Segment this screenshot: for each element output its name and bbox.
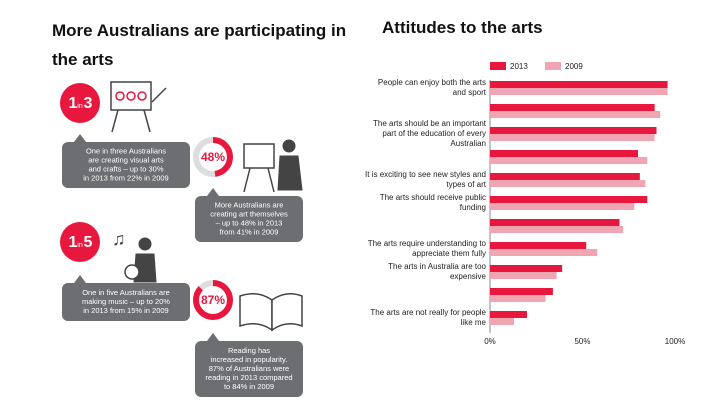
- bubble-text: One in three Australians: [86, 146, 166, 155]
- bar: [490, 311, 527, 318]
- donut-arc: [193, 137, 233, 177]
- stat-number: 1: [69, 234, 78, 251]
- bubble-text: increased in popularity.: [211, 355, 288, 364]
- stat-circle: [60, 83, 100, 123]
- text-bubble: [62, 283, 190, 321]
- bar: [490, 295, 546, 302]
- bubble-text: in 2013 from 15% in 2009: [83, 306, 168, 315]
- category-label: The arts should be an important part of …: [373, 119, 486, 148]
- stat-number: 1: [69, 95, 78, 112]
- legend-label: 2009: [565, 62, 583, 71]
- stat-circle: [60, 222, 100, 262]
- category-label: People can enjoy both the arts and sport: [377, 78, 486, 97]
- x-tick-label: 0%: [484, 337, 496, 346]
- chart-title: Attitudes to the arts: [382, 18, 543, 37]
- bar: [490, 173, 640, 180]
- bubble-text: making music – up to 20%: [82, 297, 170, 306]
- bar: [490, 150, 638, 157]
- stat-word: in: [77, 103, 83, 110]
- bar: [490, 196, 648, 203]
- donut-label: 48%: [201, 150, 225, 164]
- bubble-text: More Australians are: [215, 200, 284, 209]
- painter-icon: [243, 139, 303, 193]
- bar: [490, 265, 563, 272]
- category-label: The arts are not really for people like …: [370, 308, 486, 327]
- category-label: The arts require understanding to apprec…: [367, 239, 486, 258]
- bubble-text: in 2013 from 22% in 2009: [83, 173, 168, 182]
- bar: [490, 226, 624, 233]
- legend-label: 2013: [510, 62, 528, 71]
- bubble-text: from 41% in 2009: [220, 227, 279, 236]
- easel-icon: [110, 81, 167, 133]
- bubble-text: are creating visual arts: [88, 155, 164, 164]
- x-tick-label: 50%: [574, 337, 590, 346]
- bar: [490, 242, 587, 249]
- bar: [490, 180, 646, 187]
- bubble-text: to 84% in 2009: [224, 382, 274, 391]
- bubble-tail: [207, 188, 219, 196]
- bar: [490, 318, 515, 325]
- bar: [490, 219, 620, 226]
- bubble-text: – up to 48% in 2013: [216, 218, 283, 227]
- bubble-tail: [207, 333, 219, 341]
- bubble-text: reading in 2013 compared: [205, 373, 292, 382]
- bubble-text: creating art themselves: [210, 209, 288, 218]
- bar: [490, 111, 661, 118]
- stat-number: 5: [84, 234, 93, 251]
- bar: [490, 157, 648, 164]
- bar: [490, 272, 557, 279]
- bar: [490, 88, 668, 95]
- stat-number: 3: [84, 95, 93, 112]
- x-tick-label: 100%: [665, 337, 685, 346]
- text-bubble: [195, 341, 303, 397]
- infographic-title: More Australians are participating in th…: [52, 21, 347, 69]
- bubble-tail: [74, 275, 86, 283]
- donut-label: 87%: [201, 293, 225, 307]
- bar: [490, 288, 553, 295]
- bubble-text: Reading has: [228, 346, 270, 355]
- guitar-icon: ♫: [112, 229, 157, 283]
- bar: [490, 104, 655, 111]
- legend-swatch: [545, 62, 561, 70]
- bar: [490, 127, 657, 134]
- bubble-text: and crafts – up to 30%: [88, 164, 163, 173]
- bar: [490, 203, 635, 210]
- text-bubble: [62, 142, 190, 188]
- bubble-text: One in five Australians are: [82, 288, 170, 297]
- category-label: It is exciting to see new styles and typ…: [365, 170, 486, 189]
- donut-arc: [193, 280, 233, 320]
- stat-word: in: [77, 242, 83, 249]
- bar: [490, 134, 655, 141]
- book-icon: [239, 293, 303, 332]
- legend-swatch: [490, 62, 506, 70]
- category-label: The arts in Australia are too expensive: [388, 262, 486, 281]
- bar: [490, 249, 598, 256]
- text-bubble: [195, 196, 303, 242]
- svg-text:♫: ♫: [112, 229, 126, 249]
- bubble-tail: [74, 134, 86, 142]
- bubble-text: 87% of Australians were: [209, 364, 289, 373]
- bar: [490, 81, 668, 88]
- category-label: The arts should receive public funding: [379, 193, 486, 212]
